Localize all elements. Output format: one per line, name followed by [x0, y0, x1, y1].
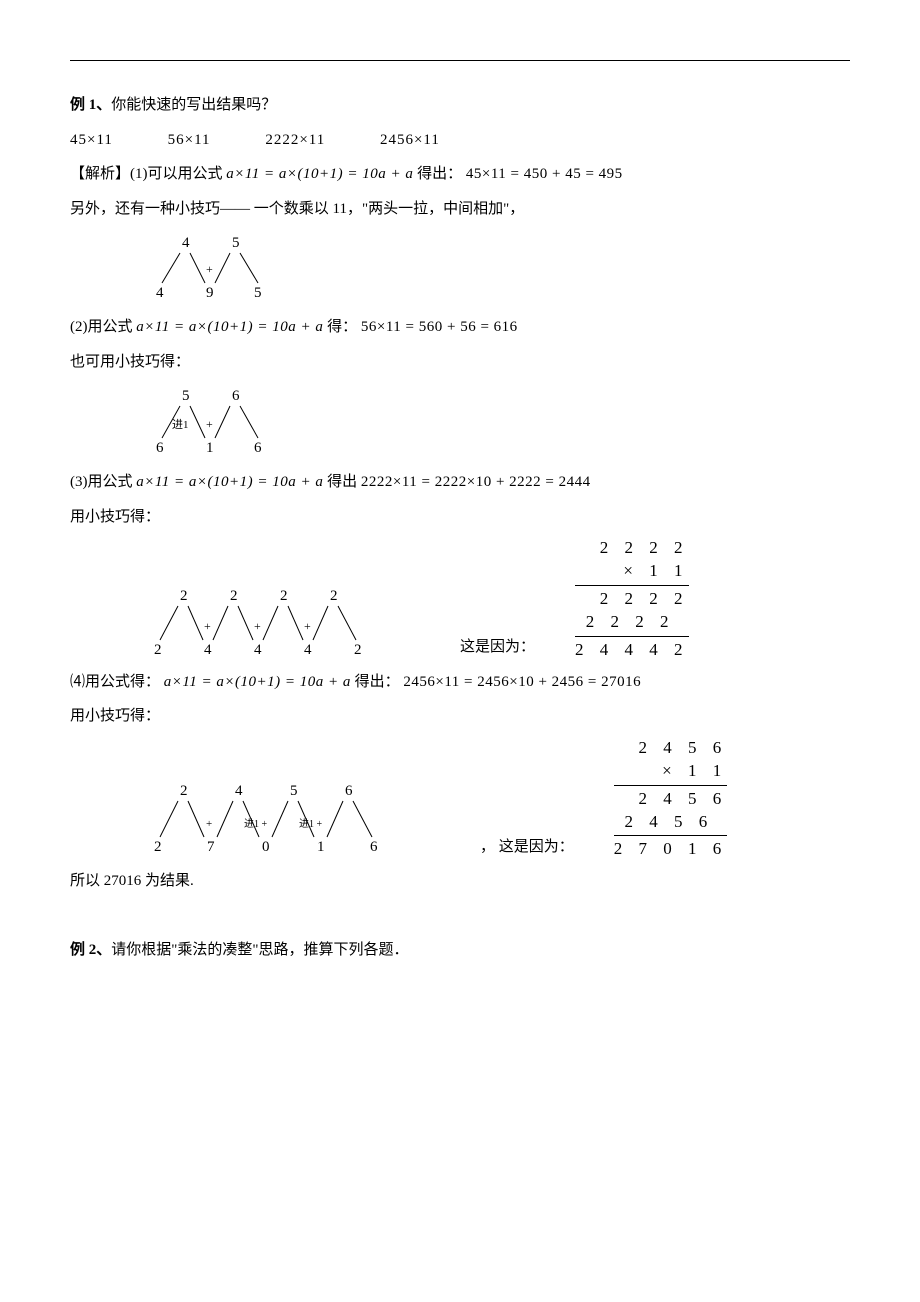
d3-b3: 4 [304, 642, 312, 658]
p4-lead: ⑷用公式得： [70, 674, 160, 690]
d2-bot-0: 6 [156, 440, 164, 456]
p2-mid: 得： [327, 319, 357, 335]
d1-top-0: 4 [182, 235, 190, 251]
p1-diagram-svg: 4 5 + 4 9 5 [150, 233, 290, 303]
d3-op2: + [304, 619, 311, 633]
d1-top-1: 5 [232, 235, 240, 251]
d3-t2: 2 [280, 588, 288, 604]
analysis-part2: (2)用公式 a×11 = a×(10+1) = 10a + a 得： 56×1… [70, 313, 850, 342]
p3-diagram-svg: 2 2 2 2 + + + 2 4 4 4 2 [150, 586, 410, 662]
d4-b2: 0 [262, 839, 270, 855]
d3-op1: + [254, 619, 261, 633]
d3-t0: 2 [180, 588, 188, 604]
v4-r2: × 1 1 [614, 760, 728, 783]
p4-reason: ， 这是因为： [480, 833, 574, 862]
analysis-label: 【解析】 [70, 166, 130, 182]
ex2-prefix: 例 2、 [70, 942, 111, 958]
p2-split-diagram: 5 6 进1 + 6 1 6 [150, 386, 850, 458]
v3-r1: 2 2 2 2 [575, 537, 689, 560]
analysis-part1: 【解析】(1)可以用公式 a×11 = a×(10+1) = 10a + a 得… [70, 160, 850, 189]
d4-t2: 5 [290, 783, 298, 799]
v4-r1: 2 4 5 6 [614, 737, 728, 760]
d2-top-1: 6 [232, 388, 240, 404]
p3-row: 2 2 2 2 + + + 2 4 4 4 2 这是因为： 2 2 2 2 × … [150, 537, 850, 662]
p4-vertical: 2 4 5 6 × 1 1 2 4 5 6 2 4 5 6 2 7 0 1 6 [614, 737, 728, 862]
ex1-problems: 45×11 56×11 2222×11 2456×11 [70, 126, 850, 155]
v4-r3: 2 4 5 6 [614, 785, 728, 811]
p2-note: 也可用小技巧得： [70, 348, 850, 377]
p3-mid: 得出 [327, 474, 357, 490]
d1-bot-0: 4 [156, 285, 164, 301]
p1-mid: 得出： [417, 166, 462, 182]
d3-b4: 2 [354, 642, 362, 658]
p4-result: 2456×11 = 2456×10 + 2456 = 27016 [403, 674, 641, 690]
problem-3: 2222×11 [265, 132, 325, 148]
v3-r5: 2 4 4 4 2 [575, 636, 689, 662]
d2-bot-2: 6 [254, 440, 262, 456]
p3-reason: 这是因为： [460, 633, 535, 662]
d3-b2: 4 [254, 642, 262, 658]
ex1-title: 你能快速的写出结果吗？ [111, 97, 276, 113]
d4-op0: + [206, 818, 212, 830]
d1-bot-1: 9 [206, 285, 214, 301]
p4-row: 2 4 5 6 + 进1 + 进1 + 2 7 0 1 6 ， 这是因为： 2 … [150, 737, 850, 862]
ex2-title-line: 例 2、请你根据"乘法的凑整"思路，推算下列各题． [70, 936, 850, 965]
p2-diagram-svg: 5 6 进1 + 6 1 6 [150, 386, 300, 458]
p1-lead: (1)可以用公式 [130, 166, 223, 182]
analysis-part3: (3)用公式 a×11 = a×(10+1) = 10a + a 得出 2222… [70, 468, 850, 497]
p3-lead: (3)用公式 [70, 474, 133, 490]
d4-b4: 6 [370, 839, 378, 855]
v4-r5: 2 7 0 1 6 [614, 835, 728, 861]
d2-carry: 进1 [172, 418, 189, 431]
d4-b0: 2 [154, 839, 162, 855]
v3-r4: 2 2 2 2 [575, 611, 689, 634]
p2-lead: (2)用公式 [70, 319, 133, 335]
d4-op1: 进1 + [244, 818, 268, 830]
d4-b3: 1 [317, 839, 325, 855]
p1-result: 45×11 = 450 + 45 = 495 [466, 166, 623, 182]
d1-op: + [206, 262, 213, 276]
v3-r2: × 1 1 [575, 560, 689, 583]
p4-formula: a×11 = a×(10+1) = 10a + a [164, 674, 351, 690]
p4-mid: 得出： [355, 674, 400, 690]
d2-bot-1: 1 [206, 440, 214, 456]
d1-bot-2: 5 [254, 285, 262, 301]
p1-formula: a×11 = a×(10+1) = 10a + a [226, 166, 413, 182]
v3-r3: 2 2 2 2 [575, 585, 689, 611]
d4-t3: 6 [345, 783, 353, 799]
v4-r4: 2 4 5 6 [614, 811, 728, 834]
p4-diagram-svg: 2 4 5 6 + 进1 + 进1 + 2 7 0 1 6 [150, 781, 430, 861]
problem-1: 45×11 [70, 132, 113, 148]
d3-t1: 2 [230, 588, 238, 604]
d3-b0: 2 [154, 642, 162, 658]
p2-formula: a×11 = a×(10+1) = 10a + a [136, 319, 323, 335]
p3-result: 2222×11 = 2222×10 + 2222 = 2444 [361, 474, 591, 490]
d4-t0: 2 [180, 783, 188, 799]
d4-t1: 4 [235, 783, 243, 799]
d4-op2: 进1 + [299, 818, 323, 830]
p3-note: 用小技巧得： [70, 503, 850, 532]
p3-vertical: 2 2 2 2 × 1 1 2 2 2 2 2 2 2 2 2 4 4 4 2 [575, 537, 689, 662]
top-rule [70, 60, 850, 61]
problem-2: 56×11 [168, 132, 211, 148]
p4-conclusion: 所以 27016 为结果. [70, 867, 850, 896]
p1-split-diagram: 4 5 + 4 9 5 [150, 233, 850, 303]
d2-top-0: 5 [182, 388, 190, 404]
d3-b1: 4 [204, 642, 212, 658]
d2-op: + [206, 417, 213, 431]
p2-result: 56×11 = 560 + 56 = 616 [361, 319, 518, 335]
ex2-title: 请你根据"乘法的凑整"思路，推算下列各题． [111, 942, 408, 958]
p1-note: 另外，还有一种小技巧—— 一个数乘以 11，"两头一拉，中间相加"， [70, 195, 850, 224]
d4-b1: 7 [207, 839, 215, 855]
d3-t3: 2 [330, 588, 338, 604]
ex1-prefix: 例 1、 [70, 97, 111, 113]
p4-note: 用小技巧得： [70, 702, 850, 731]
ex1-title-line: 例 1、你能快速的写出结果吗？ [70, 91, 850, 120]
problem-4: 2456×11 [380, 132, 440, 148]
p3-formula: a×11 = a×(10+1) = 10a + a [136, 474, 323, 490]
d3-op0: + [204, 619, 211, 633]
analysis-part4: ⑷用公式得： a×11 = a×(10+1) = 10a + a 得出： 245… [70, 668, 850, 697]
